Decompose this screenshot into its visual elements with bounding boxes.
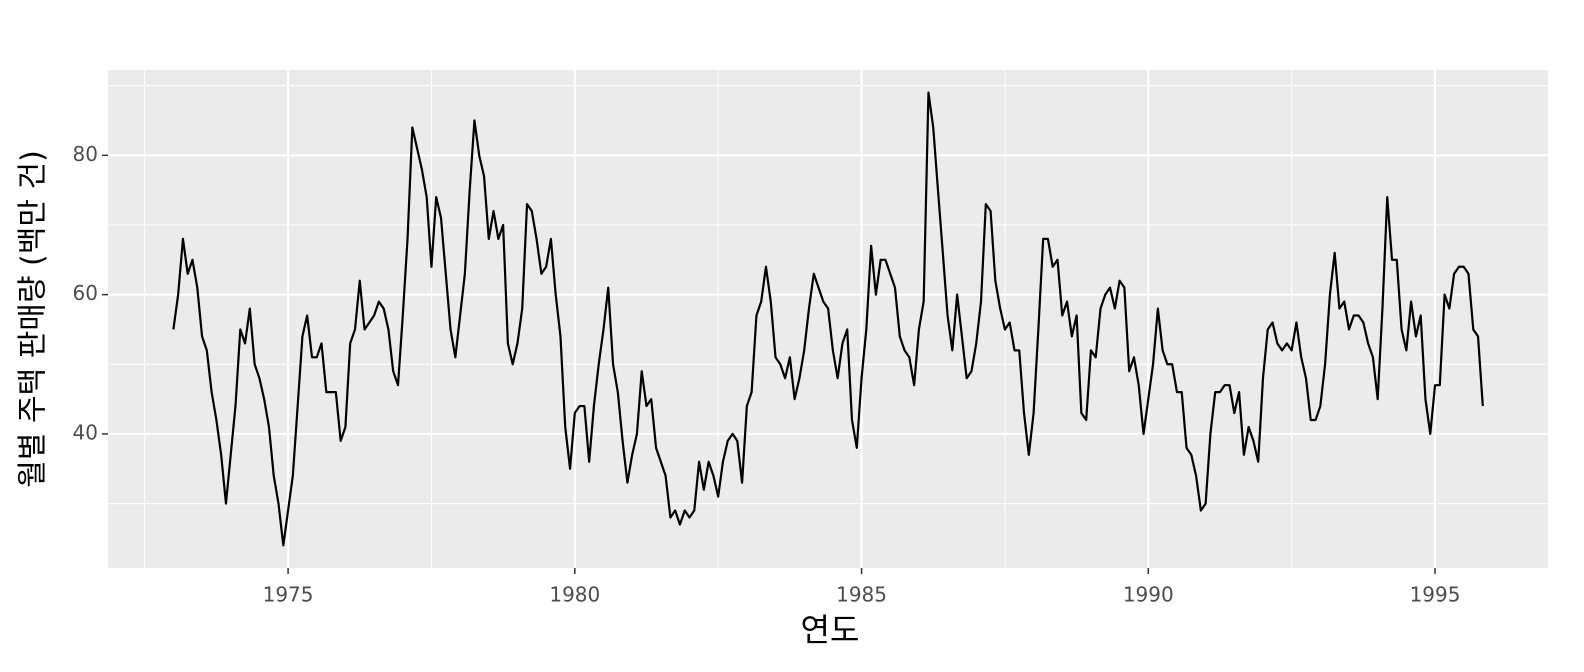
x-tick-label: 1980	[549, 583, 600, 607]
panel-background	[108, 70, 1548, 568]
y-axis-title: 월별 주택 판매량 (백만 건)	[16, 150, 51, 488]
x-tick-label: 1990	[1123, 583, 1174, 607]
x-tick-label: 1995	[1410, 583, 1461, 607]
x-tick-label: 1985	[836, 583, 887, 607]
y-tick-label: 40	[73, 420, 98, 444]
line	[172, 91, 1484, 547]
y-tick-label: 60	[73, 281, 98, 305]
y-tick-label: 80	[73, 142, 98, 166]
x-axis-title: 연도	[801, 611, 860, 649]
x-tick-label: 1975	[263, 583, 314, 607]
